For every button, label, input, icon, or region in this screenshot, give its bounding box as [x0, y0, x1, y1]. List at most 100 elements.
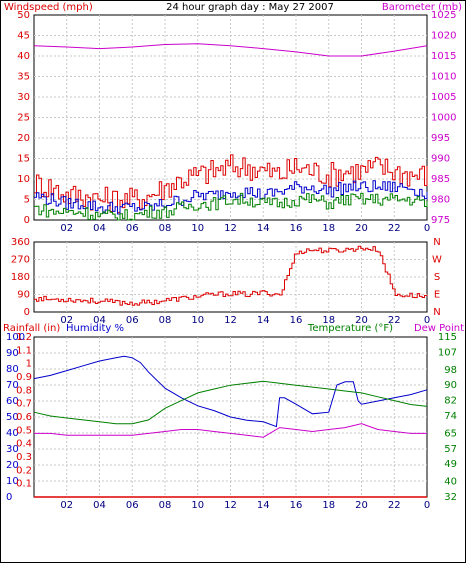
direction-series — [34, 245, 428, 306]
humidity-y-tick-label: 10 — [6, 476, 19, 487]
humidity-ticks: 02 04 06 08 10 12 14 16 18 20 22 0 0 10 20 30 40 50 60 70 80… — [6, 332, 457, 511]
wind-axis-label: Windspeed (mph) — [4, 2, 93, 13]
x-tick-label: 14 — [257, 315, 270, 326]
x-tick-label: 10 — [191, 315, 204, 326]
humidity-y-tick-label: 80 — [6, 364, 19, 375]
chart-title: 24 hour graph day : May 27 2007 — [166, 2, 334, 13]
x-tick-label: 04 — [93, 315, 106, 326]
temperature-y-tick-label: 90 — [444, 380, 457, 391]
x-tick-label: 14 — [257, 500, 270, 511]
rain-y-tick-label: 0.4 — [16, 439, 32, 450]
x-tick-label: 12 — [224, 223, 237, 234]
x-tick-label: 06 — [126, 315, 139, 326]
wind-y-tick-label: 25 — [17, 113, 30, 124]
compass-label: S — [434, 272, 440, 283]
direction-y-tick-label: 270 — [11, 255, 30, 266]
temperature-y-tick-label: 82 — [444, 396, 457, 407]
wind-y-tick-label: 50 — [17, 10, 30, 21]
rain-y-tick-label: 1 — [26, 359, 32, 370]
x-tick-label: 0 — [424, 223, 430, 234]
barometer-y-tick-label: 1020 — [431, 31, 456, 42]
x-tick-label: 08 — [159, 315, 172, 326]
wind-y-tick-label: 35 — [17, 72, 30, 83]
humidity--line — [33, 355, 428, 428]
humidity-y-tick-label: 50 — [6, 412, 19, 423]
barometer-y-tick-label: 1000 — [431, 113, 456, 124]
barometer-y-tick-label: 985 — [431, 174, 450, 185]
x-tick-label: 16 — [290, 223, 303, 234]
x-tick-label: 04 — [93, 223, 106, 234]
wind-y-tick-label: 20 — [17, 133, 30, 144]
wind-series-line — [34, 192, 428, 221]
compass-label: W — [432, 255, 442, 266]
x-tick-label: 16 — [290, 500, 303, 511]
temperature-y-tick-label: 32 — [444, 492, 457, 503]
humidity-series — [33, 355, 428, 498]
barometer-y-tick-label: 1005 — [431, 92, 456, 103]
wind-barometer-panel: 02 04 06 08 10 12 14 16 18 20 22 005101520253035404… — [4, 2, 462, 234]
wind-ticks: 02 04 06 08 10 12 14 16 18 20 22 005101520253035404… — [17, 10, 456, 234]
x-tick-label: 02 — [60, 223, 73, 234]
x-tick-label: 16 — [290, 315, 303, 326]
temperature-y-tick-label: 98 — [444, 365, 457, 376]
rain-y-tick-label: 0.9 — [16, 372, 32, 383]
barometer-line — [33, 43, 428, 57]
compass-label: N — [433, 237, 440, 248]
temperature-y-tick-label: 115 — [438, 332, 457, 343]
x-tick-label: 06 — [126, 223, 139, 234]
x-tick-label: 06 — [126, 500, 139, 511]
direction-y-tick-label: 180 — [11, 272, 30, 283]
humidity-y-tick-label: 100 — [6, 332, 25, 343]
x-tick-label: 0 — [424, 500, 430, 511]
wind-y-tick-label: 45 — [17, 31, 30, 42]
temperature-axis-label: Temperature (°F) — [307, 323, 393, 334]
wind-y-tick-label: 0 — [24, 215, 30, 226]
humidity-y-tick-label: 30 — [6, 444, 19, 455]
wind-series-line — [34, 154, 428, 213]
x-tick-label: 10 — [191, 500, 204, 511]
direction-y-tick-label: 0 — [24, 307, 30, 318]
barometer-y-tick-label: 1010 — [431, 72, 456, 83]
rain-y-tick-label: 0.6 — [16, 412, 32, 423]
humidity-y-tick-label: 40 — [6, 428, 19, 439]
rain-y-tick-label: 0.2 — [16, 465, 32, 476]
temperature-y-tick-label: 49 — [444, 459, 457, 470]
x-tick-label: 12 — [224, 500, 237, 511]
x-tick-label: 08 — [159, 223, 172, 234]
temperature-y-tick-label: 57 — [444, 444, 457, 455]
humidity-y-tick-label: 70 — [6, 380, 19, 391]
direction-grid — [34, 242, 427, 312]
x-tick-label: 12 — [224, 315, 237, 326]
direction-y-tick-label: 90 — [17, 290, 30, 301]
humidity-y-tick-label: 60 — [6, 396, 19, 407]
x-tick-label: 18 — [322, 315, 335, 326]
x-tick-label: 22 — [388, 315, 401, 326]
barometer-y-tick-label: 1025 — [431, 10, 456, 21]
humidity-y-tick-label: 20 — [6, 460, 19, 471]
rainfall-axis-label: Rainfall (in) — [3, 323, 60, 334]
wind-y-tick-label: 15 — [17, 154, 30, 165]
rain-y-tick-label: 0.7 — [16, 399, 32, 410]
x-tick-label: 18 — [322, 223, 335, 234]
x-tick-label: 22 — [388, 223, 401, 234]
x-tick-label: 10 — [191, 223, 204, 234]
barometer-y-tick-label: 995 — [431, 133, 450, 144]
wind-direction-line — [34, 245, 428, 306]
x-tick-label: 20 — [355, 500, 368, 511]
barometer-axis-label: Barometer (mb) — [382, 2, 462, 13]
wind-y-tick-label: 5 — [24, 195, 30, 206]
dew-point-line — [34, 423, 427, 438]
x-tick-label: 20 — [355, 315, 368, 326]
temperature-y-tick-label: 107 — [438, 347, 457, 358]
x-tick-label: 08 — [159, 500, 172, 511]
temperature-f--line — [33, 380, 428, 425]
humidity-axis-label: Humidity % — [66, 323, 124, 334]
x-tick-label: 18 — [322, 500, 335, 511]
x-tick-label: 22 — [388, 500, 401, 511]
temperature-y-tick-label: 40 — [444, 477, 457, 488]
x-tick-label: 02 — [60, 315, 73, 326]
wind-y-tick-label: 40 — [17, 51, 30, 62]
